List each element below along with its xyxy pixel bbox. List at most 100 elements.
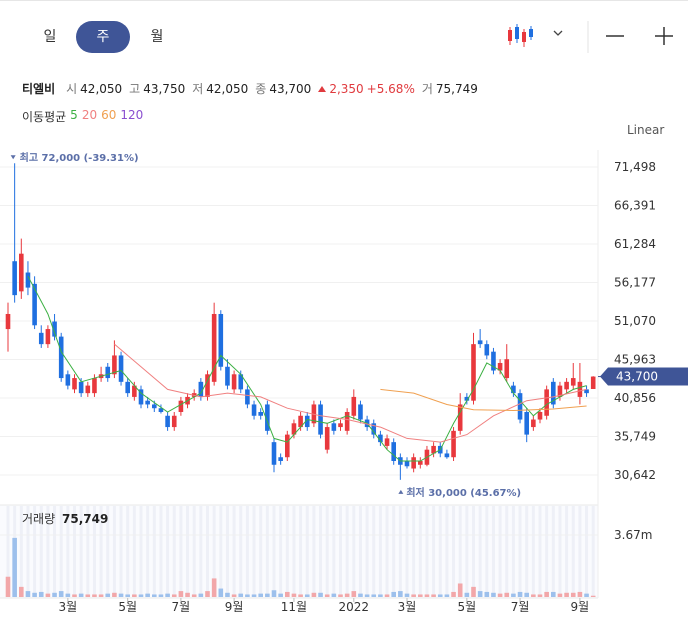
- volume-bar: [198, 593, 204, 597]
- scale-mode[interactable]: Linear: [627, 123, 665, 137]
- volume-bar: [112, 592, 117, 597]
- tab-active[interactable]: 주: [76, 21, 130, 53]
- dropdown-chevron[interactable]: [553, 30, 563, 36]
- y-tick-label: 35,749: [614, 429, 656, 443]
- y-tick-label: 3.67m: [614, 528, 652, 542]
- candle-body: [32, 283, 37, 326]
- volume-bar: [351, 591, 357, 597]
- volume-bar: [178, 591, 184, 597]
- ma-legend: 이동평균 5 20 60 120: [22, 108, 143, 125]
- candle-body: [371, 423, 377, 435]
- candle-body: [158, 408, 164, 412]
- candle-body: [451, 430, 456, 458]
- candle-body: [537, 411, 543, 420]
- volume-bar: [118, 593, 124, 597]
- max-marker: [10, 155, 16, 160]
- min-annotation: 최저 30,000 (45.67%): [406, 486, 521, 499]
- candle-body: [504, 359, 510, 379]
- volume-bar: [431, 594, 436, 597]
- legend-entry: 20: [81, 108, 98, 122]
- volume-bar: [398, 591, 403, 597]
- tab[interactable]: 일: [43, 29, 57, 45]
- candle-body: [285, 434, 290, 458]
- volume-bar: [358, 593, 363, 597]
- candle-body: [265, 404, 270, 431]
- volume-bar: [238, 593, 244, 597]
- volume-bar: [171, 594, 177, 597]
- candle-body: [178, 400, 184, 412]
- tab[interactable]: 월: [150, 29, 164, 45]
- chart: 30,642 35,749 40,856 45,963 51,070 56,177 61,2…: [0, 150, 688, 614]
- volume-bar: [231, 594, 237, 597]
- volume-bar: [444, 594, 450, 597]
- volume-bar: [245, 594, 250, 597]
- volume-bar: [484, 591, 490, 597]
- candle-body: [118, 355, 124, 382]
- volume-bar: [32, 592, 37, 597]
- quote-bar: 티엘비 시 42,050 고 43,750 저 42,050 종 43,700 2,35…: [22, 80, 482, 97]
- y-tick-label: 71,498: [614, 160, 656, 174]
- volume-bar: [504, 592, 510, 597]
- legend-entry: 120: [120, 108, 144, 122]
- volume-bar: [105, 593, 111, 597]
- ma-line: [114, 343, 587, 443]
- value: 42,050: [206, 81, 249, 96]
- candle-body: [484, 344, 490, 356]
- candle-icon[interactable]: [508, 24, 533, 47]
- candle-body: [271, 442, 277, 465]
- value: 75,749: [435, 81, 478, 96]
- x-tick-label: 3월: [59, 600, 78, 614]
- ma-line: [380, 388, 587, 412]
- candle-body: [404, 460, 410, 467]
- volume-bar: [537, 594, 543, 597]
- volume-bar: [65, 593, 71, 597]
- max-annotation: 최고 72,000 (-39.31%): [20, 151, 139, 164]
- label: 고: [129, 82, 141, 96]
- candle-body: [298, 415, 303, 428]
- volume-bar: [491, 592, 496, 597]
- volume-bar: [564, 592, 569, 597]
- volume-bar: [58, 591, 64, 597]
- candle-body: [338, 423, 343, 428]
- candle-body: [132, 385, 137, 397]
- toolbar-icons: [508, 21, 673, 53]
- candle-body: [444, 453, 450, 458]
- volume-bar: [85, 594, 91, 597]
- candle-body: [171, 415, 177, 428]
- candle-body: [491, 351, 496, 371]
- y-tick-label: 30,642: [614, 468, 656, 482]
- volume-bar: [205, 591, 210, 597]
- y-tick-label: 61,284: [614, 237, 656, 251]
- volume-title: 거래량: [22, 512, 55, 526]
- candle-body: [544, 389, 549, 416]
- volume-bar: [304, 594, 310, 597]
- candle-body: [517, 393, 523, 420]
- volume-bar: [265, 593, 270, 597]
- volume-bar: [291, 593, 297, 597]
- zoom-in[interactable]: [655, 27, 673, 45]
- candle-body: [112, 355, 117, 375]
- volume-bar: [225, 592, 230, 597]
- volume-bar: [52, 592, 57, 597]
- volume-bar: [318, 592, 323, 597]
- volume-bar: [72, 594, 77, 597]
- value: 43,750: [143, 81, 186, 96]
- candle-body: [378, 434, 383, 443]
- volume-bar: [5, 576, 11, 597]
- volume-bar: [311, 592, 317, 597]
- candle-body: [231, 374, 237, 390]
- volume-bar: [278, 593, 283, 597]
- candle-body: [138, 389, 144, 405]
- x-tick-label: 9월: [571, 600, 590, 614]
- candle-body: [471, 344, 476, 401]
- candle-body: [351, 396, 357, 416]
- candle-body: [418, 460, 423, 465]
- x-tick-label: 9월: [225, 600, 244, 614]
- candle-body: [85, 385, 91, 394]
- candle-body: [225, 366, 230, 386]
- volume-bar: [38, 591, 44, 597]
- candle-body: [570, 378, 576, 386]
- volume-bar: [185, 592, 190, 597]
- volume-bar: [497, 593, 503, 597]
